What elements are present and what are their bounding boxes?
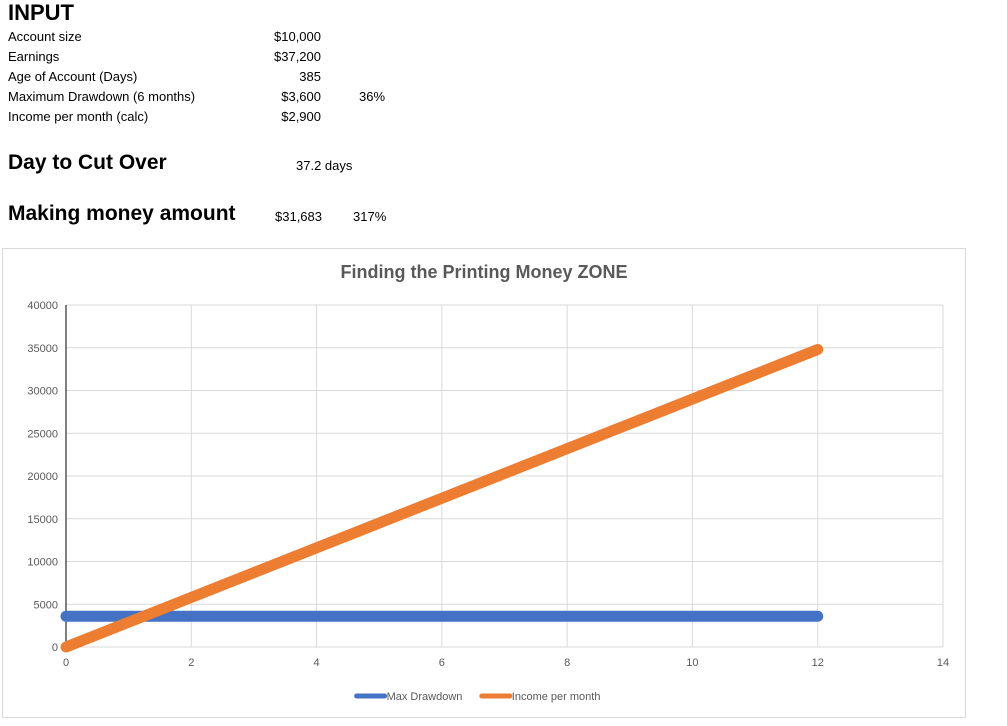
chart-panel[interactable]: Finding the Printing Money ZONE 0 5000 100… — [2, 248, 966, 718]
cutover-heading: Day to Cut Over — [8, 151, 167, 174]
earnings-label: Earnings — [8, 49, 60, 64]
max-drawdown-label: Maximum Drawdown (6 months) — [8, 89, 196, 104]
y-axis-ticks: 0 5000 10000 15000 20000 25000 30000 35000 40000 — [27, 300, 58, 654]
axes — [65, 305, 943, 648]
x-tick-label: 6 — [439, 657, 445, 669]
x-tick-label: 4 — [314, 657, 320, 669]
earnings-value[interactable]: $37,200 — [274, 49, 321, 64]
y-tick-label: 30000 — [27, 386, 58, 398]
x-tick-label: 8 — [564, 657, 570, 669]
y-tick-label: 15000 — [27, 514, 58, 526]
income-per-month-value: $2,900 — [281, 109, 321, 124]
making-money-heading: Making money amount — [8, 202, 236, 225]
account-size-label: Account size — [8, 29, 82, 44]
y-tick-label: 10000 — [27, 557, 58, 569]
max-drawdown-value[interactable]: $3,600 — [281, 89, 321, 104]
legend-label: Income per month — [512, 691, 601, 703]
input-heading: INPUT — [8, 0, 74, 25]
x-axis-ticks: 0 2 4 6 8 10 12 14 — [63, 657, 949, 669]
series-line-1[interactable] — [60, 343, 824, 653]
y-tick-label: 5000 — [34, 599, 58, 611]
account-size-value[interactable]: $10,000 — [274, 29, 321, 44]
line-chart[interactable]: 0 5000 10000 15000 20000 25000 30000 35000 40000… — [3, 249, 967, 719]
chart-legend: Max Drawdown Income per month — [354, 691, 601, 703]
x-tick-label: 2 — [188, 657, 194, 669]
y-tick-label: 20000 — [27, 471, 58, 483]
max-drawdown-percent: 36% — [359, 89, 386, 104]
income-per-month-label: Income per month (calc) — [8, 109, 149, 124]
x-tick-label: 12 — [812, 657, 824, 669]
x-tick-label: 0 — [63, 657, 69, 669]
chart-title: Finding the Printing Money ZONE — [340, 262, 628, 282]
account-age-label: Age of Account (Days) — [8, 69, 138, 84]
y-tick-label: 25000 — [27, 428, 58, 440]
cutover-value: 37.2 days — [296, 158, 353, 173]
account-age-value[interactable]: 385 — [299, 69, 321, 84]
x-tick-label: 14 — [937, 657, 949, 669]
y-tick-label: 35000 — [27, 343, 58, 355]
y-tick-label: 40000 — [27, 300, 58, 312]
legend-label: Max Drawdown — [387, 691, 463, 703]
y-tick-label: 0 — [52, 642, 58, 654]
making-money-percent: 317% — [353, 209, 387, 224]
series-lines — [60, 343, 824, 653]
making-money-value: $31,683 — [275, 209, 322, 224]
x-tick-label: 10 — [686, 657, 698, 669]
